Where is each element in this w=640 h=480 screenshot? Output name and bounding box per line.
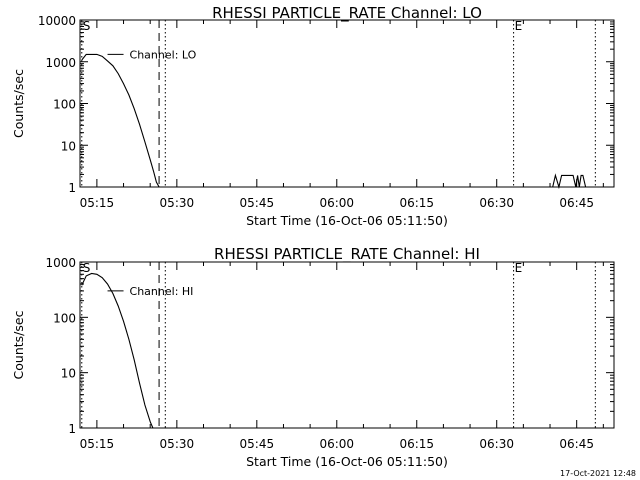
- y-tick-label: 10000: [38, 14, 76, 28]
- y-axis-label: Counts/sec: [11, 69, 26, 138]
- data-series-line: [81, 272, 154, 429]
- plot-frame: [79, 261, 615, 429]
- y-tick-label: 10: [61, 367, 76, 381]
- x-tick-label: 06:45: [559, 437, 594, 451]
- x-tick-label: 06:00: [319, 196, 354, 210]
- legend-label: Channel: HI: [130, 285, 194, 298]
- x-tick-label: 06:30: [479, 196, 514, 210]
- y-axis-label: Counts/sec: [11, 310, 26, 379]
- y-tick-label: 10: [61, 139, 76, 153]
- x-tick-label: 06:30: [479, 437, 514, 451]
- x-tick-label: 05:15: [80, 437, 115, 451]
- x-tick-label: 06:45: [559, 196, 594, 210]
- x-axis-label: Start Time (16-Oct-06 05:11:50): [246, 454, 448, 469]
- y-tick-label: 1: [68, 181, 76, 195]
- x-tick-label: 05:15: [80, 196, 115, 210]
- y-tick-label: 1000: [45, 256, 76, 270]
- print-timestamp: 17-Oct-2021 12:48: [560, 469, 636, 478]
- legend-label: Channel: LO: [130, 48, 197, 61]
- time-marker-label: E: [515, 261, 523, 275]
- chart-panel-2: RHESSI PARTICLE_RATE Channel: HI 1 10 100 10…: [11, 245, 615, 469]
- chart-panel-1: RHESSI PARTICLE_RATE Channel: LO 1 10 100 10…: [11, 4, 615, 228]
- x-axis-label: Start Time (16-Oct-06 05:11:50): [246, 213, 448, 228]
- x-tick-label: 05:30: [160, 196, 195, 210]
- time-marker-label: S: [83, 19, 91, 33]
- x-tick-label: 06:15: [399, 437, 434, 451]
- data-series-line: [552, 173, 587, 190]
- y-tick-label: 100: [53, 98, 76, 112]
- x-tick-label: 06:00: [319, 437, 354, 451]
- y-tick-label: 1000: [45, 56, 76, 70]
- x-tick-label: 05:30: [160, 437, 195, 451]
- data-series-line: [81, 53, 160, 188]
- y-tick-label: 100: [53, 311, 76, 325]
- time-marker-label: S: [83, 261, 91, 275]
- y-tick-label: 1: [68, 422, 76, 436]
- x-tick-label: 05:45: [240, 437, 275, 451]
- chart-title: RHESSI PARTICLE_RATE Channel: HI: [214, 245, 480, 264]
- x-tick-label: 05:45: [240, 196, 275, 210]
- time-marker-label: E: [515, 19, 523, 33]
- plot-frame: [79, 19, 615, 188]
- chart-title: RHESSI PARTICLE_RATE Channel: LO: [212, 4, 482, 23]
- x-tick-label: 06:15: [399, 196, 434, 210]
